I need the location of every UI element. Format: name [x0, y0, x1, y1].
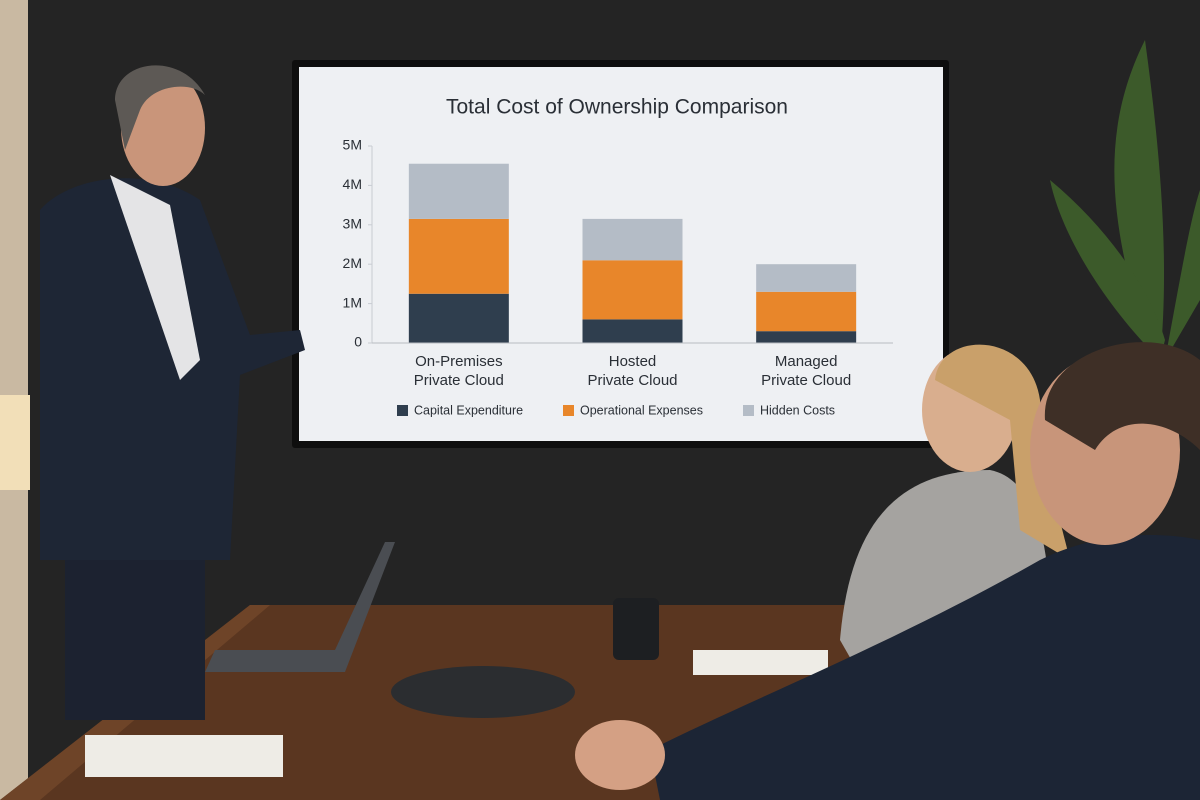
bar-segment [582, 319, 683, 343]
bar-segment [582, 218, 683, 261]
y-tick-label: 3M [343, 216, 362, 232]
laptop [205, 542, 395, 672]
notepad [85, 735, 283, 777]
notepad [693, 650, 828, 675]
x-tick-label: Managed Private Cloud [761, 353, 852, 389]
legend-swatch [563, 405, 574, 416]
conference-phone [391, 666, 575, 718]
y-tick-label: 1M [343, 294, 362, 310]
legend-swatch [743, 405, 754, 416]
legend-swatch [397, 405, 408, 416]
bar-segment [756, 291, 857, 332]
x-tick-label: Hosted Private Cloud [587, 353, 678, 389]
legend-label: Hidden Costs [760, 403, 835, 417]
y-tick-label: 4M [343, 176, 362, 192]
lamp [0, 395, 30, 490]
plant [1050, 40, 1200, 360]
y-tick-label: 5M [343, 137, 362, 153]
chart-title: Total Cost of Ownership Comparison [446, 96, 788, 119]
x-tick-label: On-Premises Private Cloud [413, 353, 504, 389]
attendee-man [575, 342, 1200, 800]
bar-segment [408, 163, 509, 219]
y-tick-label: 2M [343, 255, 362, 271]
legend-label: Capital Expenditure [414, 403, 523, 417]
legend-label: Operational Expenses [580, 403, 703, 417]
bar-segment [408, 218, 509, 294]
bar-segment [408, 293, 509, 343]
mug [613, 598, 659, 660]
bar-segment [756, 264, 857, 292]
presenter [40, 65, 305, 720]
bar-segment [582, 260, 683, 320]
y-tick-label: 0 [354, 334, 362, 350]
bar-segment [756, 331, 857, 343]
